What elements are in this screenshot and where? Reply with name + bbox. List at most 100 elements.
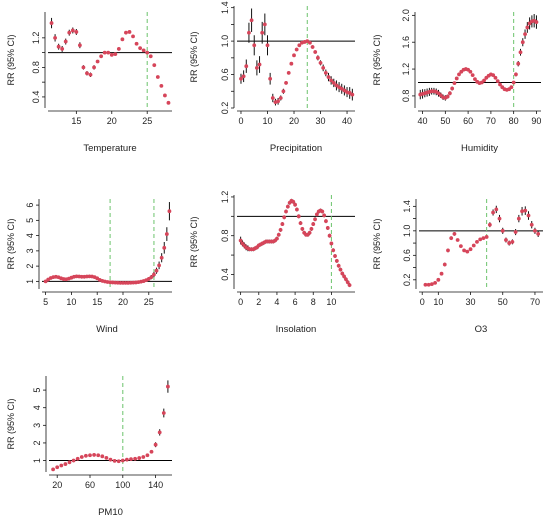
data-point [347, 283, 352, 288]
y-tick-label: 1.6 [401, 36, 411, 49]
y-tick-label: 1.4 [402, 200, 412, 213]
x-tick-label: 50 [440, 116, 450, 126]
data-point [313, 50, 318, 54]
x-tick-label: 10 [66, 297, 76, 307]
data-point [323, 70, 328, 75]
data-point [329, 241, 334, 246]
x-tick-label: 100 [115, 480, 130, 490]
chart-precipitation: 0 10 20 30 40 0.2 0.6 1.0 1.4 RR (95% CI) Precipit… [189, 1, 355, 154]
data-point [429, 282, 434, 287]
x-tick-label: 60 [463, 116, 473, 126]
data-point [284, 209, 288, 214]
x-tick-label: 40 [342, 116, 352, 126]
data-point [141, 455, 146, 459]
data-point [327, 233, 332, 238]
data-point [294, 47, 299, 52]
x-tick-label: 0 [238, 297, 243, 307]
x-tick-label: 140 [148, 480, 163, 490]
data-point [120, 37, 125, 42]
data-point [340, 271, 345, 276]
data-point [449, 236, 454, 241]
data-point [284, 81, 288, 85]
data-point [536, 231, 541, 236]
data-point [155, 75, 160, 79]
data-point [49, 21, 54, 25]
x-tick-label: 5 [43, 297, 48, 307]
data-point [450, 86, 455, 91]
data-point [137, 456, 142, 460]
y-tick-label: 1 [25, 279, 35, 284]
data-point [510, 239, 515, 244]
data-point [473, 77, 477, 82]
data-point [74, 30, 79, 34]
data-point [498, 82, 502, 87]
data-point [278, 227, 283, 232]
data-point [478, 237, 483, 242]
data-point [308, 40, 312, 45]
y-tick-label: 0.8 [31, 61, 41, 74]
data-point [275, 236, 279, 241]
y-tick-label: 1 [32, 458, 42, 463]
data-point [298, 221, 303, 226]
data-point [167, 209, 172, 214]
data-point [67, 30, 72, 35]
data-point [520, 40, 525, 45]
data-point [84, 453, 88, 458]
data-point [445, 94, 450, 99]
data-point [465, 249, 470, 254]
x-tick-label: 40 [418, 116, 428, 126]
data-point [331, 248, 336, 253]
data-point [102, 50, 107, 55]
y-tick-label: 1.2 [220, 191, 230, 204]
data-point [96, 453, 101, 458]
data-point [241, 74, 246, 79]
x-tick-label: 90 [531, 116, 541, 126]
x-tick-label: 20 [52, 480, 62, 490]
data-point [447, 91, 452, 96]
data-point [342, 274, 347, 279]
x-axis-title: Wind [96, 324, 118, 335]
x-tick-label: 80 [509, 116, 519, 126]
data-point [442, 262, 447, 267]
chart-wind: 5 10 15 20 25 1 2 3 4 5 6 RR (95% CI) Wind [6, 199, 172, 335]
data-point [145, 453, 150, 458]
y-tick-label: 0.8 [220, 229, 230, 242]
data-point [529, 222, 534, 227]
data-point [244, 64, 249, 69]
data-point [157, 430, 162, 435]
y-tick-label: 0.2 [220, 102, 230, 115]
data-point [292, 53, 296, 58]
data-point [278, 96, 283, 100]
data-point [462, 248, 466, 253]
data-point [286, 70, 291, 75]
chart-temperature: 15 20 25 0.4 0.8 1.2 RR (95% CI) Temperature [6, 12, 172, 154]
y-tick-label: 5 [32, 388, 42, 393]
data-point [475, 239, 479, 244]
panel-precipitation: 0 10 20 30 40 0.2 0.6 1.0 1.4 RR (95% CI) Precipit… [183, 0, 366, 173]
y-axis-title: RR (95% CI) [6, 34, 16, 85]
data-point [149, 275, 154, 280]
chart-o3: 0 10 30 50 70 0.2 0.6 1.0 1.4 RR (95% CI) O3 [372, 199, 543, 335]
data-point [281, 89, 286, 94]
data-point [67, 460, 72, 465]
data-point [85, 71, 89, 76]
y-tick-label: 5 [25, 218, 35, 223]
data-point [260, 30, 265, 35]
data-point [338, 267, 343, 272]
data-point [92, 453, 96, 457]
data-point [166, 100, 171, 105]
y-axis-title: RR (95% CI) [6, 218, 16, 269]
data-point [270, 96, 275, 100]
panel-pm10: 20 60 100 140 1 2 3 4 5 RR (95% CI) PM10 [0, 346, 183, 521]
data-point [491, 210, 495, 215]
data-point [56, 44, 61, 49]
data-point [75, 456, 80, 461]
y-axis-title: RR (95% CI) [6, 398, 16, 449]
x-tick-label: 10 [326, 297, 336, 307]
x-tick-label: 50 [498, 297, 508, 307]
y-axis-title: RR (95% CI) [372, 34, 382, 85]
data-point [526, 213, 531, 218]
data-point [116, 459, 121, 464]
data-point [282, 215, 287, 220]
data-point [344, 277, 348, 282]
